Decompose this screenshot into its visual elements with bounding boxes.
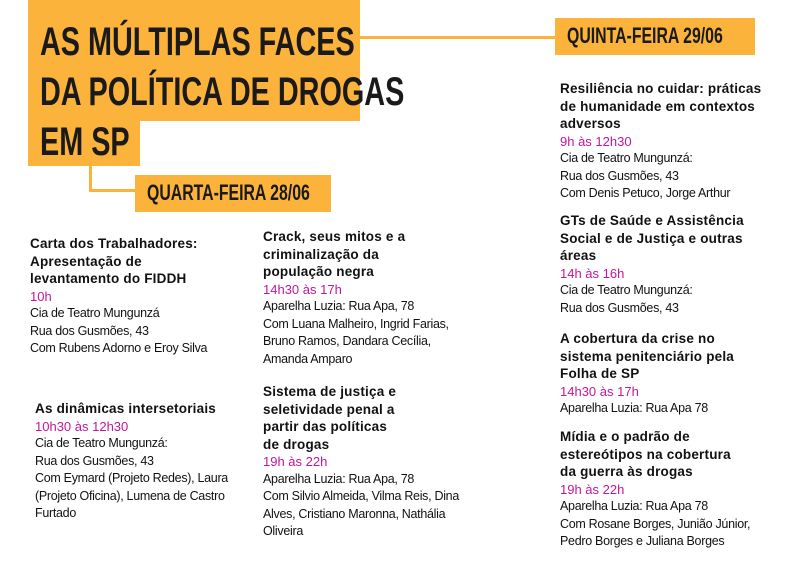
event-title: Apresentação de bbox=[30, 253, 142, 269]
title-box bbox=[28, 120, 140, 166]
event-title: Sistema de justiça e bbox=[263, 384, 397, 399]
event-detail: Com Luana Malheiro, Ingrid Farias, bbox=[263, 316, 449, 331]
day-label-box: QUARTA-FEIRA 28/06 bbox=[135, 175, 331, 212]
event-detail: Rua dos Gusmões, 43 bbox=[560, 168, 679, 183]
event-detail: Aparelha Luzia: Rua Apa, 78 bbox=[263, 471, 415, 486]
event-detail: Aparelha Luzia: Rua Apa 78 bbox=[560, 401, 708, 415]
event-title: de drogas bbox=[263, 436, 330, 452]
event-title: As dinâmicas intersetoriais bbox=[35, 401, 216, 416]
event-title: adversos bbox=[560, 116, 621, 131]
event-title: Carta dos Trabalhadores: bbox=[30, 236, 198, 251]
event-detail: Cia de Teatro Mungunzá bbox=[30, 306, 160, 320]
event-detail: Amanda Amparo bbox=[263, 351, 353, 366]
event-detail: Aparelha Luzia: Rua Apa 78 bbox=[560, 499, 708, 513]
event-title: Mídia e o padrão de bbox=[560, 429, 690, 444]
event-detail: Com Eymard (Projeto Redes), Laura bbox=[35, 471, 228, 485]
event-title: Social e de Justiça e outras bbox=[560, 230, 743, 246]
event-time: 19h às 22h bbox=[560, 481, 625, 497]
event-detail: Com Denis Petuco, Jorge Arthur bbox=[560, 186, 731, 200]
event-title: da guerra às drogas bbox=[560, 464, 693, 479]
event-time: 14h às 16h bbox=[560, 265, 625, 281]
event-title: levantamento do FIDDH bbox=[30, 271, 187, 286]
event-title: A cobertura da crise no bbox=[560, 331, 715, 346]
event-title: população negra bbox=[263, 264, 375, 279]
event-title: áreas bbox=[560, 248, 597, 263]
event-detail: Cia de Teatro Mungunzá: bbox=[560, 283, 693, 297]
event-title: Resiliência no cuidar: práticas bbox=[560, 81, 762, 96]
event-title: criminalização da bbox=[263, 246, 379, 262]
event-detail: Cia de Teatro Mungunzá: bbox=[560, 151, 693, 165]
connector bbox=[89, 165, 92, 192]
event-time: 14h30 às 17h bbox=[263, 281, 342, 297]
event-detail: Alves, Cristiano Maronna, Nathália bbox=[263, 506, 446, 521]
event-detail: Furtado bbox=[35, 506, 76, 520]
title-box bbox=[28, 0, 360, 121]
title-line: EM SP bbox=[40, 120, 130, 164]
event-time: 14h30 às 17h bbox=[560, 383, 639, 399]
connector bbox=[360, 36, 560, 39]
event-detail: Com Silvio Almeida, Vilma Reis, Dina bbox=[263, 489, 459, 503]
event-detail: Aparelha Luzia: Rua Apa, 78 bbox=[263, 299, 415, 313]
title-line: DA POLÍTICA DE DROGAS bbox=[40, 70, 405, 114]
event-detail: Rua dos Gusmões, 43 bbox=[560, 300, 679, 315]
event-time: 10h30 às 12h30 bbox=[35, 418, 129, 434]
event: As dinâmicas intersetoriais 10h30 às 12h3… bbox=[35, 400, 228, 523]
event-title: estereótipos na cobertura bbox=[560, 446, 731, 462]
event: Sistema de justiça e seletividade penal a… bbox=[263, 383, 459, 541]
event: A cobertura da crise no sistema penitenci… bbox=[560, 330, 734, 418]
event-detail: Oliveira bbox=[263, 524, 303, 538]
event-title: Crack, seus mitos e a bbox=[263, 229, 406, 244]
event-title: partir das políticas bbox=[263, 419, 388, 434]
event-detail: Pedro Borges e Juliana Borges bbox=[560, 534, 725, 548]
event-time: 19h às 22h bbox=[263, 454, 328, 469]
event: GTs de Saúde e Assistência Social e de Ju… bbox=[560, 212, 744, 317]
event-detail: Bruno Ramos, Dandara Cecília, bbox=[263, 334, 431, 348]
event: Resiliência no cuidar: práticas de humani… bbox=[560, 80, 761, 203]
day-label-box: QUINTA-FEIRA 29/06 bbox=[555, 18, 755, 55]
event-title: Folha de SP bbox=[560, 366, 640, 381]
event-title: GTs de Saúde e Assistência bbox=[560, 213, 744, 228]
event-title: de humanidade em contextos bbox=[560, 98, 755, 114]
event-title: sistema penitenciário pela bbox=[560, 348, 735, 364]
title-line: AS MÚLTIPLAS FACES bbox=[40, 20, 355, 64]
event-detail: Com Rosane Borges, Junião Júnior, bbox=[560, 516, 751, 531]
event-detail: (Projeto Oficina), Lumena de Castro bbox=[35, 488, 225, 503]
day-label: QUINTA-FEIRA 29/06 bbox=[567, 23, 723, 48]
event: Crack, seus mitos e a criminalização da po… bbox=[263, 228, 449, 368]
connector bbox=[89, 189, 139, 192]
day-label: QUARTA-FEIRA 28/06 bbox=[147, 180, 310, 205]
event-detail: Rua dos Gusmões, 43 bbox=[30, 323, 149, 338]
event-title: seletividade penal a bbox=[263, 401, 395, 417]
event-time: 9h às 12h30 bbox=[560, 133, 632, 149]
event-detail: Com Rubens Adorno e Eroy Silva bbox=[30, 341, 208, 355]
event-detail: Cia de Teatro Mungunzá: bbox=[35, 436, 168, 450]
event-time: 10h bbox=[30, 288, 52, 304]
event: Mídia e o padrão de estereótipos na cober… bbox=[560, 428, 751, 551]
event-detail: Rua dos Gusmões, 43 bbox=[35, 453, 154, 468]
event: Carta dos Trabalhadores: Apresentação de l… bbox=[30, 235, 208, 358]
